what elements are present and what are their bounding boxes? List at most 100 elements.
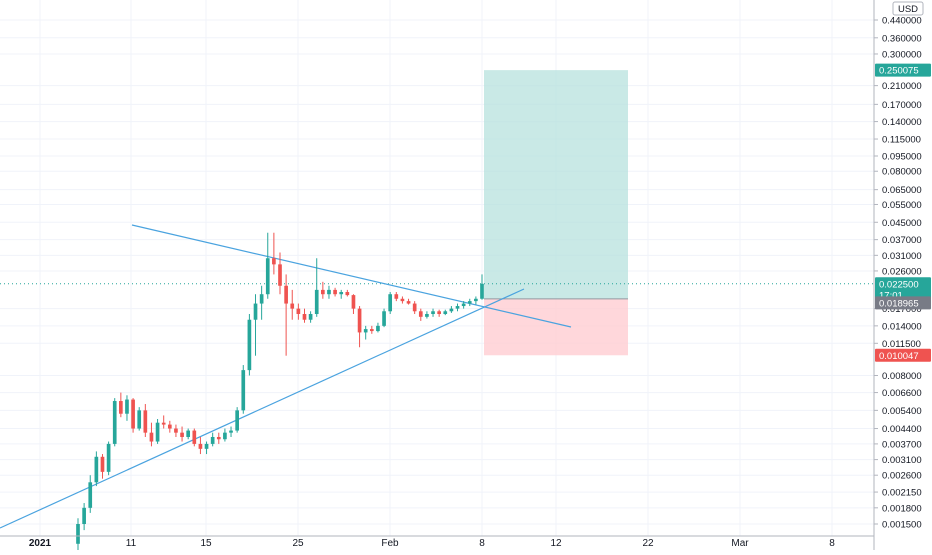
price-tick-label: 0.170000 (882, 100, 922, 111)
candle (131, 398, 135, 433)
time-tick-label: 8 (479, 538, 485, 549)
price-tick-label: 0.115000 (882, 135, 921, 146)
candle-body (302, 314, 307, 320)
candle (198, 436, 203, 455)
price-tick-label: 0.005400 (882, 406, 922, 417)
candle (376, 322, 380, 333)
candle-body (284, 285, 288, 304)
candle (247, 314, 252, 376)
candle (321, 281, 325, 299)
price-tick-label: 0.004400 (882, 424, 922, 435)
time-axis[interactable]: 2021 11 15 25 Feb 8 12 22 Mar 8 (0, 535, 874, 549)
price-tick-label: 0.031000 (882, 251, 922, 262)
candle-body (351, 295, 356, 309)
currency-text: USD (898, 4, 918, 15)
candle (455, 303, 460, 312)
candle (94, 451, 99, 487)
candle-body (314, 289, 319, 315)
candles (76, 232, 484, 552)
candle (186, 428, 191, 440)
candle-body (253, 303, 258, 320)
candle-body (155, 422, 160, 442)
entry-price-label-box (875, 296, 931, 310)
candle (174, 424, 178, 437)
candle-body (321, 289, 325, 295)
candle-body (186, 430, 191, 437)
candle-body (174, 428, 178, 433)
candle (284, 274, 288, 356)
target-price-label-box (875, 63, 931, 77)
candle (406, 298, 411, 305)
candle-body (369, 329, 374, 332)
time-tick-label: 22 (642, 538, 654, 549)
time-tick-label: 8 (829, 538, 835, 549)
candle-body (394, 294, 399, 299)
candle (192, 428, 197, 447)
candle (400, 296, 405, 304)
candle (339, 289, 344, 299)
currency-box (892, 1, 924, 16)
current-price-label-text: 0.022500 (879, 279, 919, 290)
currency-label[interactable]: USD (892, 1, 924, 16)
time-tick-label: Mar (731, 538, 749, 549)
candle-body (455, 306, 460, 309)
price-tick-label: 0.095000 (882, 151, 922, 162)
candle-body (467, 301, 472, 304)
target-price-label: 0.250075 (875, 63, 931, 77)
candle (137, 407, 142, 431)
price-tick-label: 0.440000 (882, 16, 922, 27)
price-tick-label: 0.065000 (882, 185, 922, 196)
candle (345, 289, 350, 297)
candle (431, 308, 435, 317)
candle-body (82, 507, 86, 524)
candle-body (474, 298, 478, 302)
candle-body (180, 432, 184, 437)
candle-body (167, 424, 172, 429)
candle-body (229, 430, 233, 433)
loss-zone (484, 298, 628, 356)
candle-body (388, 294, 393, 312)
candle-body (210, 436, 215, 444)
candle (388, 292, 393, 315)
candle-body (333, 289, 337, 295)
candle (76, 518, 80, 552)
candle-body (418, 311, 423, 317)
candle (363, 325, 368, 340)
price-tick-label: 0.055000 (882, 200, 922, 211)
candle (357, 306, 362, 348)
candle-body (265, 258, 270, 295)
trendlines (0, 224, 572, 529)
current-price-label: 0.022500 (875, 277, 931, 291)
candle (425, 311, 429, 319)
candle-body (382, 311, 386, 326)
price-tick-label: 0.080000 (882, 167, 922, 178)
candle-body (198, 443, 203, 449)
grid-lines (0, 0, 874, 536)
price-tick-label: 0.014000 (882, 321, 922, 332)
time-tick-label: 15 (200, 538, 212, 549)
candle-body (106, 443, 111, 472)
candle-body (437, 311, 441, 315)
candle-body (345, 292, 350, 296)
price-tick-label: 0.003700 (882, 439, 922, 450)
price-axis[interactable]: 0.440000 0.360000 0.300000 0.210000 0.170000… (873, 0, 924, 550)
candle-body (431, 311, 435, 315)
price-tick-label: 0.001800 (882, 503, 922, 514)
candle-body (406, 301, 411, 304)
profit-zone (484, 70, 628, 299)
candle (474, 296, 478, 305)
candle (443, 309, 448, 316)
current-price-label-box (875, 277, 931, 291)
candle (302, 308, 307, 323)
candle-body (308, 314, 313, 320)
candle-body (247, 319, 252, 371)
candle (106, 441, 111, 476)
stop-price-label-box (875, 348, 931, 362)
time-tick-label: 25 (292, 538, 304, 549)
candle (437, 309, 441, 317)
candle (241, 365, 246, 414)
countdown-label-text: 17:01 (879, 290, 903, 301)
candle (412, 301, 417, 315)
